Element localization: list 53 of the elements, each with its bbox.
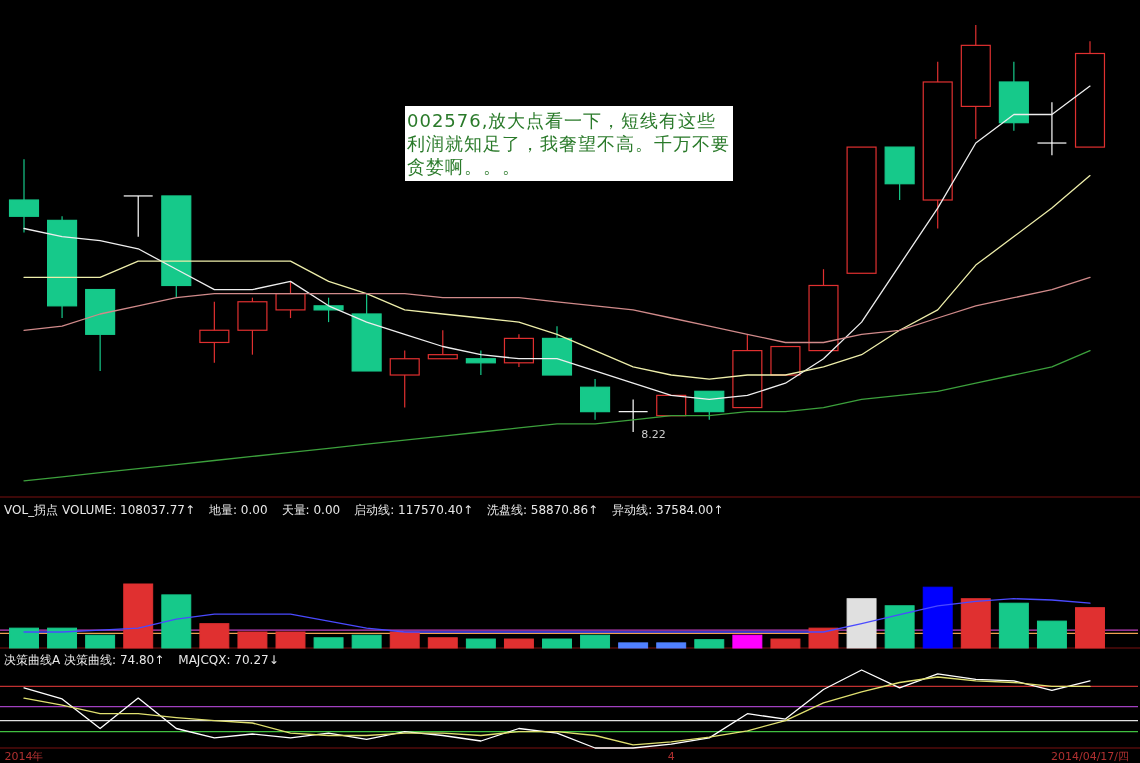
bar bbox=[85, 634, 116, 649]
text: 洗盘线: 58870.86↑ bbox=[486, 503, 599, 517]
bar bbox=[313, 637, 344, 649]
bar bbox=[542, 638, 572, 649]
annotation: 8.22 bbox=[641, 428, 666, 441]
bar bbox=[694, 639, 725, 649]
bar bbox=[427, 637, 458, 649]
candlestick bbox=[580, 378, 611, 421]
bar bbox=[998, 602, 1029, 649]
bar bbox=[389, 631, 420, 649]
bar bbox=[465, 638, 496, 649]
bar bbox=[618, 642, 649, 649]
bar bbox=[47, 627, 78, 649]
x-tick-label: 2014年 bbox=[4, 750, 44, 763]
candlestick bbox=[922, 61, 953, 230]
candlestick bbox=[998, 61, 1029, 132]
bar bbox=[770, 638, 801, 649]
x-tick-label: 4 bbox=[667, 750, 675, 763]
bar bbox=[960, 598, 991, 649]
bar bbox=[1075, 607, 1105, 649]
bar bbox=[656, 642, 687, 649]
candlestick bbox=[503, 333, 534, 368]
text: 启动线: 117570.40↑ bbox=[354, 503, 473, 517]
bar bbox=[1036, 620, 1067, 649]
text: MAJCQX: 70.27↓ bbox=[178, 653, 279, 667]
bar bbox=[275, 631, 306, 649]
bar bbox=[808, 627, 839, 649]
text: 天量: 0.00 bbox=[281, 503, 341, 517]
annotation: 002576,放大点看一下，短线有这些利润就知足了，我奢望不高。千万不要贪婪啊。。。 bbox=[405, 106, 733, 181]
bar bbox=[846, 598, 877, 649]
bar bbox=[503, 638, 534, 649]
x-tick-label: 2014/04/17/四 bbox=[1050, 750, 1130, 763]
text: 异动线: 37584.00↑ bbox=[612, 503, 724, 517]
bar bbox=[884, 605, 915, 649]
bar bbox=[199, 623, 230, 649]
candlestick bbox=[960, 24, 991, 140]
bar bbox=[237, 631, 268, 649]
candlestick bbox=[8, 158, 40, 234]
candlestick bbox=[123, 195, 154, 238]
bar bbox=[161, 594, 192, 649]
bar bbox=[732, 634, 763, 649]
text: 地量: 0.00 bbox=[208, 503, 268, 517]
bar bbox=[922, 586, 953, 649]
bar bbox=[123, 583, 154, 649]
candlestick bbox=[1036, 101, 1067, 156]
text: VOL_拐点 VOLUME: 108037.77↑ bbox=[4, 503, 195, 517]
text: 决策曲线A 决策曲线: 74.80↑ bbox=[4, 653, 165, 667]
bar bbox=[351, 634, 382, 649]
bar bbox=[580, 634, 611, 649]
bar bbox=[9, 627, 39, 649]
candlestick bbox=[199, 301, 230, 364]
candlestick bbox=[47, 215, 78, 319]
candlestick bbox=[465, 350, 496, 376]
